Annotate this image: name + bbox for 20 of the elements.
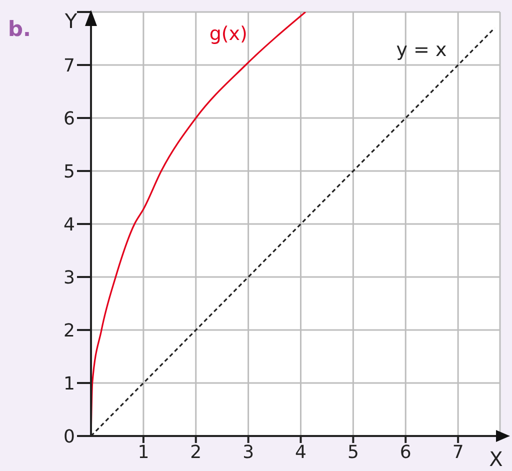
x-tick-label: 7 xyxy=(452,442,464,463)
text: b. xyxy=(8,17,32,41)
y-tick-label: 1 xyxy=(64,373,75,394)
x-tick-label: 2 xyxy=(190,442,202,463)
x-tick-label: 1 xyxy=(138,442,150,463)
x-tick-label: 6 xyxy=(400,442,412,463)
x-axis-title: X xyxy=(489,447,504,471)
y-tick-label: 6 xyxy=(64,108,75,130)
y-tick-label: 7 xyxy=(64,55,75,76)
y-tick-label: 5 xyxy=(64,161,75,182)
series-label: g(x) xyxy=(209,23,248,45)
y-axis-title: Y xyxy=(64,9,78,33)
x-tick-label: 5 xyxy=(347,442,359,463)
x-tick-label: 4 xyxy=(295,442,306,463)
y-tick-label: 2 xyxy=(64,320,75,342)
y-tick-label: 4 xyxy=(64,214,75,236)
series-label: y = x xyxy=(396,38,447,61)
y-tick-label: 3 xyxy=(64,267,75,288)
y-tick-label: 0 xyxy=(64,426,75,448)
x-tick-label: 3 xyxy=(242,442,254,463)
